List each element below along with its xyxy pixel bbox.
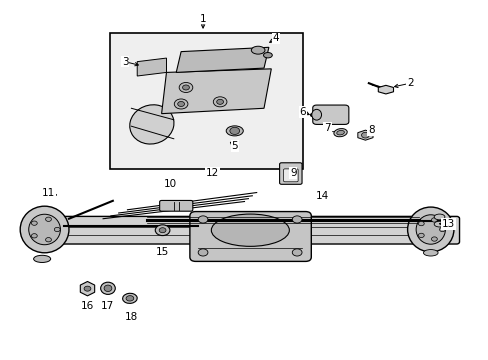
Text: 3: 3	[122, 57, 128, 67]
FancyBboxPatch shape	[283, 169, 298, 182]
Circle shape	[155, 225, 169, 235]
Circle shape	[292, 249, 302, 256]
Text: 7: 7	[324, 123, 330, 133]
Text: 14: 14	[315, 191, 328, 201]
Circle shape	[229, 127, 239, 134]
Ellipse shape	[415, 215, 445, 244]
Ellipse shape	[104, 285, 112, 292]
Text: 11: 11	[42, 188, 55, 198]
Circle shape	[216, 99, 223, 104]
Text: 15: 15	[156, 247, 169, 257]
Text: 1: 1	[199, 14, 206, 24]
Text: 6: 6	[299, 107, 305, 117]
Polygon shape	[161, 69, 271, 114]
Polygon shape	[378, 85, 393, 94]
Circle shape	[45, 238, 51, 242]
FancyBboxPatch shape	[312, 105, 348, 125]
Polygon shape	[357, 130, 372, 140]
Ellipse shape	[251, 46, 264, 54]
Ellipse shape	[423, 249, 437, 256]
Ellipse shape	[433, 214, 444, 220]
Text: 16: 16	[81, 301, 94, 311]
Circle shape	[439, 227, 445, 231]
Bar	[110, 33, 303, 169]
Circle shape	[31, 234, 37, 238]
FancyBboxPatch shape	[189, 212, 311, 261]
Ellipse shape	[211, 214, 289, 246]
Text: 4: 4	[272, 33, 279, 43]
Ellipse shape	[129, 105, 174, 144]
Circle shape	[54, 227, 60, 231]
Text: 8: 8	[367, 125, 374, 135]
Text: 5: 5	[231, 141, 238, 151]
Text: 2: 2	[406, 78, 413, 88]
Ellipse shape	[126, 296, 134, 301]
Polygon shape	[80, 282, 95, 296]
Circle shape	[174, 99, 187, 109]
Text: 9: 9	[289, 168, 296, 178]
Circle shape	[198, 216, 207, 223]
Ellipse shape	[20, 206, 69, 253]
Circle shape	[418, 221, 424, 226]
Text: 17: 17	[100, 301, 113, 311]
Circle shape	[361, 132, 368, 138]
Circle shape	[182, 85, 189, 90]
Ellipse shape	[311, 109, 321, 120]
Circle shape	[418, 233, 424, 238]
Circle shape	[179, 82, 192, 93]
Text: 12: 12	[206, 168, 219, 178]
Ellipse shape	[29, 214, 61, 245]
Text: 10: 10	[163, 179, 177, 189]
Polygon shape	[176, 47, 268, 72]
Circle shape	[31, 221, 37, 225]
Circle shape	[430, 218, 436, 222]
Circle shape	[177, 102, 184, 107]
Ellipse shape	[333, 129, 346, 137]
Ellipse shape	[263, 53, 272, 58]
Circle shape	[45, 217, 51, 221]
Circle shape	[292, 216, 302, 223]
Circle shape	[213, 97, 226, 107]
Ellipse shape	[101, 282, 115, 294]
Circle shape	[430, 237, 436, 241]
Text: 13: 13	[441, 219, 454, 229]
FancyBboxPatch shape	[28, 216, 459, 244]
Circle shape	[198, 249, 207, 256]
Polygon shape	[137, 58, 166, 76]
Ellipse shape	[34, 255, 51, 262]
Text: 18: 18	[124, 312, 138, 322]
Circle shape	[159, 228, 165, 233]
Ellipse shape	[122, 293, 137, 303]
Circle shape	[84, 286, 91, 291]
Ellipse shape	[226, 126, 243, 136]
FancyBboxPatch shape	[279, 163, 302, 184]
Ellipse shape	[433, 221, 444, 227]
FancyBboxPatch shape	[159, 201, 192, 211]
Ellipse shape	[336, 130, 344, 135]
Ellipse shape	[407, 207, 453, 252]
